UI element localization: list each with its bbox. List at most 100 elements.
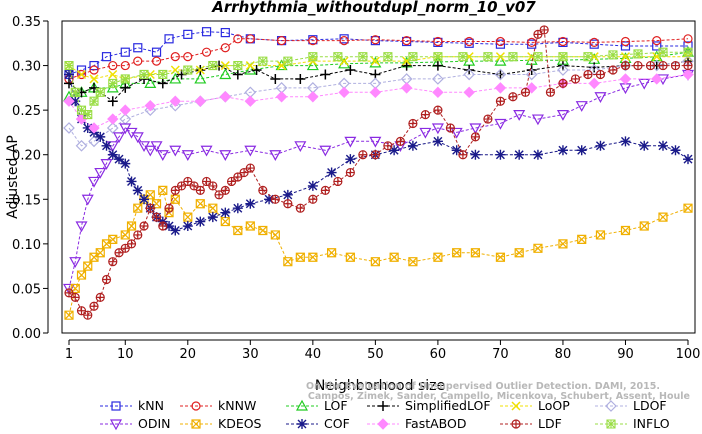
point-inflo (258, 56, 268, 66)
point-inflo (70, 87, 80, 97)
point-knnw (308, 36, 318, 46)
point-ldf (158, 221, 168, 231)
point-fastabod (119, 104, 131, 116)
y-axis: 0.00 0.05 0.10 0.15 0.20 0.25 0.30 0.35 (12, 15, 49, 342)
point-cof (326, 167, 337, 178)
point-inflo (139, 69, 149, 80)
point-knnw (245, 34, 255, 44)
point-ldf (395, 136, 405, 146)
point-simplifiedlof (64, 78, 74, 89)
point-ldf (201, 176, 212, 187)
point-cof (639, 140, 650, 151)
point-kdeos (220, 216, 230, 227)
y-tick-label: 0.05 (12, 282, 41, 297)
point-inflo (433, 52, 443, 62)
point-loop (220, 61, 230, 71)
point-ldf (151, 212, 162, 222)
point-ldf (670, 60, 681, 71)
series-layer (62, 25, 695, 320)
point-kdeos (408, 257, 418, 267)
point-cof (282, 189, 293, 200)
y-tick-label: 0.25 (12, 104, 41, 119)
point-ldf (608, 65, 618, 75)
point-ldof (432, 73, 444, 85)
point-fastabod (63, 95, 75, 107)
point-ldof (557, 64, 569, 76)
point-lof (369, 56, 382, 68)
point-cof (389, 145, 400, 156)
point-odin (131, 132, 144, 144)
point-kdeos (452, 248, 462, 258)
point-inflo (208, 61, 218, 71)
legend-item-kdeos: KDEOS (180, 416, 262, 431)
point-kdeos (558, 239, 568, 249)
point-cof (595, 140, 606, 151)
legend-item-knnw: kNNW (180, 398, 256, 413)
point-ldf (139, 221, 149, 231)
point-ldf (101, 274, 112, 285)
legend-marker (191, 419, 201, 429)
point-ldf (208, 181, 218, 191)
legend-label: COF (324, 416, 350, 431)
x-tick-label: 10 (117, 347, 134, 362)
point-knnw (464, 36, 474, 47)
point-fastabod (338, 86, 350, 99)
point-fastabod (682, 68, 694, 81)
point-simplifiedlof (251, 65, 262, 76)
point-kdeos (283, 257, 293, 267)
point-knnw (151, 56, 162, 66)
point-ldf (333, 176, 343, 187)
point-odin (575, 101, 588, 112)
point-knnw (620, 36, 631, 47)
point-kdeos (76, 270, 87, 280)
point-lof (219, 68, 232, 80)
point-ldf (164, 203, 174, 213)
point-cof (670, 145, 681, 156)
point-fastabod (244, 95, 257, 107)
point-ldof (463, 68, 476, 81)
legend-marker (511, 419, 521, 429)
point-cof (432, 136, 443, 147)
point-inflo (83, 110, 93, 120)
point-ldf (133, 230, 143, 240)
point-odin (531, 114, 544, 126)
point-cof (451, 145, 462, 156)
plot-frame (61, 20, 696, 334)
point-kdeos (495, 252, 506, 262)
point-loop (89, 74, 99, 84)
point-inflo (458, 52, 468, 62)
point-knnw (201, 47, 212, 57)
point-knnw (133, 56, 143, 66)
point-simplifiedlof (401, 60, 412, 71)
point-kdeos (370, 257, 380, 267)
point-knn (133, 43, 143, 53)
point-knnw (558, 36, 568, 47)
point-kdeos (514, 248, 524, 258)
point-kdeos (308, 252, 318, 262)
point-fastabod (275, 91, 288, 103)
point-cof (182, 221, 193, 232)
legend-label: KDEOS (218, 416, 262, 431)
legend-item-cof: COF (286, 416, 350, 431)
point-loop (76, 69, 87, 80)
point-odin (469, 123, 482, 135)
legend-label: SimplifiedLOF (405, 398, 491, 413)
point-odin (100, 159, 113, 170)
point-kdeos (389, 252, 399, 262)
point-kdeos (133, 203, 143, 213)
point-kdeos (533, 243, 543, 253)
point-ldf (383, 141, 393, 151)
point-knn (164, 34, 174, 44)
series-knnw (64, 34, 693, 84)
point-ldf (183, 176, 193, 187)
y-axis-label: Adjusted AP (5, 135, 21, 219)
legend-marker (111, 401, 121, 411)
point-fastabod (588, 77, 600, 90)
legend-label: kNNW (218, 398, 256, 413)
point-cof (207, 212, 218, 223)
point-cof (220, 207, 231, 218)
point-odin (319, 145, 332, 157)
point-ldf (483, 114, 493, 124)
legend-marker (605, 400, 617, 412)
point-cof (620, 136, 631, 147)
